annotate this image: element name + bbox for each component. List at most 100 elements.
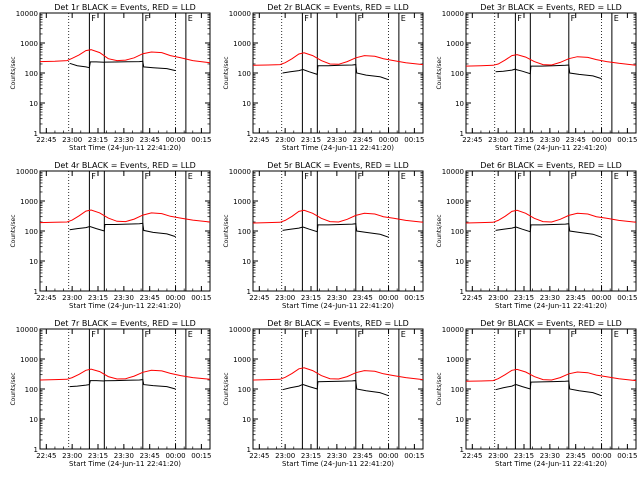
marker-label: F (358, 172, 363, 181)
y-tick-label: 1 (34, 446, 38, 454)
plot-frame (252, 328, 424, 450)
x-tick-label: 00:15 (617, 136, 637, 144)
x-tick-label: 23:30 (540, 294, 560, 302)
x-axis-label: Start Time (24-Jun-11 22:41:20) (495, 144, 607, 152)
x-tick-label: 22:45 (462, 136, 482, 144)
marker-label: E (614, 330, 619, 339)
y-tick-label: 1 (34, 288, 38, 296)
marker-label: F (571, 172, 576, 181)
panel-title: Det 5r BLACK = Events, RED = LLD (267, 161, 409, 170)
lld-series-line (465, 368, 637, 382)
marker-label: E (401, 172, 406, 181)
panel-title: Det 9r BLACK = Events, RED = LLD (480, 319, 622, 328)
events-series-line (69, 379, 176, 390)
x-tick-label: 23:15 (88, 294, 108, 302)
x-tick-label: 00:15 (617, 294, 637, 302)
lld-series-line (252, 367, 424, 381)
marker-label: F (145, 14, 150, 23)
y-tick-label: 100 (238, 228, 251, 236)
y-tick-label: 1000 (233, 40, 251, 48)
y-tick-label: 10000 (16, 326, 38, 334)
marker-label: F (517, 330, 522, 339)
lld-series-line (465, 209, 637, 224)
x-tick-label: 23:00 (62, 452, 82, 460)
x-tick-label: 23:00 (488, 452, 508, 460)
x-tick-label: 23:15 (301, 294, 321, 302)
y-tick-label: 10 (242, 416, 251, 424)
x-tick-label: 23:15 (301, 452, 321, 460)
x-tick-label: 00:15 (404, 136, 424, 144)
x-tick-label: 22:45 (249, 136, 269, 144)
x-tick-label: 23:45 (140, 452, 160, 460)
x-tick-label: 23:15 (514, 452, 534, 460)
events-series-line (69, 222, 176, 238)
x-tick-label: 23:00 (62, 136, 82, 144)
x-tick-label: 23:30 (540, 136, 560, 144)
y-tick-label: 10 (242, 100, 251, 108)
marker-label: F (571, 14, 576, 23)
marker-label: E (401, 330, 406, 339)
y-tick-label: 1 (460, 446, 464, 454)
x-axis-label: Start Time (24-Jun-11 22:41:20) (282, 460, 394, 468)
lld-series-line (39, 209, 211, 224)
marker-label: F (517, 172, 522, 181)
marker-label: E (188, 172, 193, 181)
x-tick-label: 00:00 (165, 294, 185, 302)
x-tick-label: 23:45 (353, 294, 373, 302)
y-tick-label: 1000 (446, 198, 464, 206)
y-tick-label: 10000 (442, 168, 464, 176)
y-tick-label: 1000 (446, 356, 464, 364)
panel-title: Det 2r BLACK = Events, RED = LLD (267, 3, 409, 12)
events-series-line (495, 64, 602, 80)
y-tick-label: 1 (460, 288, 464, 296)
panel-title: Det 8r BLACK = Events, RED = LLD (267, 319, 409, 328)
x-tick-label: 00:00 (165, 136, 185, 144)
x-tick-label: 00:00 (591, 294, 611, 302)
marker-label: F (91, 14, 96, 23)
y-tick-label: 10 (29, 258, 38, 266)
y-tick-label: 100 (25, 228, 38, 236)
marker-label: E (614, 14, 619, 23)
y-tick-label: 1000 (446, 40, 464, 48)
plot-frame (465, 170, 637, 292)
detector-panel: Det 6r BLACK = Events, RED = LLD 1 10 100 10… (436, 161, 637, 310)
x-tick-label: 23:15 (88, 452, 108, 460)
y-tick-label: 10000 (229, 326, 251, 334)
lld-series-line (465, 54, 637, 67)
marker-label: F (304, 14, 309, 23)
marker-label: F (304, 330, 309, 339)
y-tick-label: 10 (455, 258, 464, 266)
plot-frame (252, 12, 424, 134)
detector-panel: Det 1r BLACK = Events, RED = LLD 1 10 100 10… (10, 3, 211, 152)
y-tick-label: 10000 (442, 326, 464, 334)
y-axis-label: Counts/sec (223, 372, 230, 405)
x-tick-label: 00:00 (378, 452, 398, 460)
x-tick-label: 23:15 (514, 136, 534, 144)
y-tick-label: 1000 (20, 356, 38, 364)
y-tick-label: 100 (451, 228, 464, 236)
y-tick-label: 10000 (229, 168, 251, 176)
x-tick-label: 23:30 (327, 452, 347, 460)
x-tick-label: 23:00 (488, 136, 508, 144)
y-tick-label: 10 (29, 100, 38, 108)
events-series-line (495, 380, 602, 397)
x-axis-label: Start Time (24-Jun-11 22:41:20) (69, 460, 181, 468)
x-tick-label: 00:00 (591, 136, 611, 144)
y-tick-label: 100 (238, 386, 251, 394)
y-tick-label: 1000 (233, 198, 251, 206)
marker-label: F (517, 14, 522, 23)
x-tick-label: 23:45 (566, 452, 586, 460)
marker-label: F (358, 14, 363, 23)
y-tick-label: 10000 (16, 10, 38, 18)
y-axis-label: Counts/sec (10, 372, 17, 405)
x-tick-label: 23:00 (275, 294, 295, 302)
detector-panel: Det 5r BLACK = Events, RED = LLD 1 10 100 10… (223, 161, 424, 310)
marker-label: F (91, 330, 96, 339)
y-tick-label: 10 (242, 258, 251, 266)
x-axis-label: Start Time (24-Jun-11 22:41:20) (495, 460, 607, 468)
x-tick-label: 23:15 (88, 136, 108, 144)
panel-title: Det 7r BLACK = Events, RED = LLD (54, 319, 196, 328)
y-tick-label: 1000 (20, 198, 38, 206)
panel-title: Det 1r BLACK = Events, RED = LLD (54, 3, 196, 12)
